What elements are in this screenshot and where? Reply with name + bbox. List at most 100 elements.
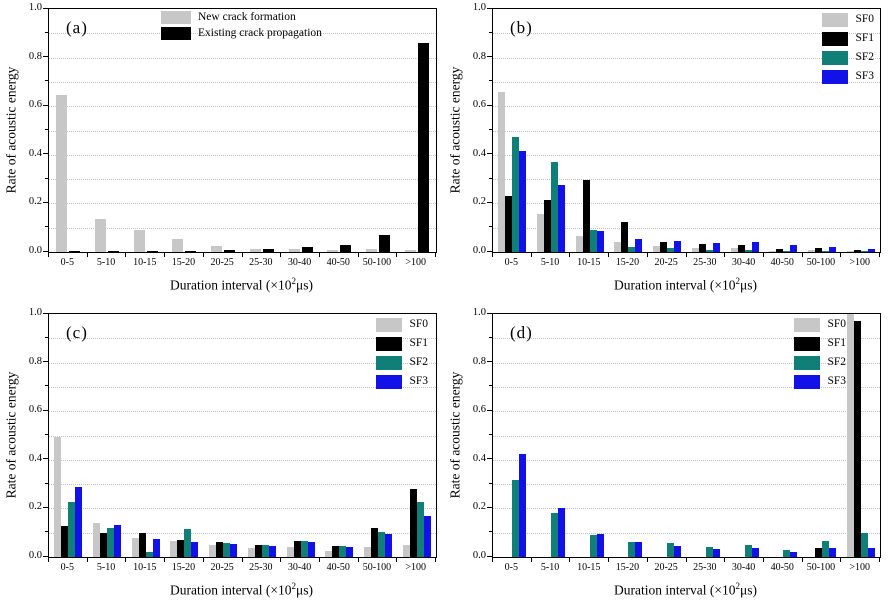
x-tick-label: 10-15 [577, 257, 601, 268]
bar-sf3-20-25 [230, 544, 238, 557]
x-boundary-tick [164, 557, 166, 562]
plot-area: (d) SF0 SF1 SF2 SF3 [492, 313, 881, 558]
x-boundary-tick [685, 252, 687, 257]
x-boundary-tick [569, 557, 571, 562]
gridline [49, 130, 436, 132]
bar-sf2-25-30 [705, 547, 713, 557]
bar-sf1-10-15 [138, 533, 146, 557]
panel-label: (b) [510, 18, 533, 37]
legend-label: New crack formation [198, 10, 296, 23]
gridline [493, 484, 880, 486]
bar-sf0-0-5 [54, 437, 62, 557]
bar-sf0-15-20 [170, 541, 178, 557]
y-minor-tick [45, 129, 48, 130]
legend-item: SF1 [822, 32, 874, 46]
bar-new-crack-formation-50-100 [365, 249, 377, 252]
bar-sf0-5-10 [93, 523, 101, 557]
bar-sf2-30-40 [744, 545, 752, 557]
gridline [49, 57, 436, 59]
bar-sf0-50-100 [807, 250, 815, 252]
x-tick-label: 10-15 [577, 562, 601, 573]
y-tick-label: 0.8 [28, 50, 42, 62]
legend-label: SF0 [409, 318, 428, 331]
x-boundary-tick [530, 252, 532, 257]
y-axis-title: Rate of acoustic energy [447, 371, 463, 498]
y-axis-title: Rate of acoustic energy [447, 66, 463, 193]
chart-panel-c: (c) SF0 SF1 SF2 SF3 0.0 0.2 0.4 0.6 0.8 1.0 0-5 5-10… [0, 305, 444, 610]
bar-sf2-15-20 [628, 542, 636, 557]
gridline [49, 154, 436, 156]
x-tick-label: 25-30 [249, 562, 273, 573]
bar-sf2-0-5 [512, 137, 520, 252]
bar-sf3-0-5 [75, 487, 83, 557]
y-major-tick [43, 201, 48, 204]
bar-new-crack-formation-40-50 [327, 250, 339, 252]
bar-existing-crack-propagation-10-15 [146, 251, 158, 252]
y-major-tick [487, 409, 492, 411]
x-boundary-tick [318, 557, 320, 562]
legend-label: SF3 [827, 375, 846, 388]
bar-sf2-50-100 [821, 541, 829, 557]
x-boundary-tick [280, 252, 282, 257]
y-minor-tick [45, 336, 48, 338]
x-tick-label: 25-30 [693, 562, 717, 573]
bar-sf0-15-20 [614, 242, 622, 252]
bar-sf3-5-10 [114, 525, 122, 557]
x-boundary-tick [762, 557, 764, 562]
x-tick-label: 30-40 [731, 562, 756, 573]
y-minor-tick [45, 226, 48, 228]
bar-sf2-50-100 [377, 532, 385, 557]
bar-sf1-15-20 [621, 222, 629, 252]
bar-existing-crack-propagation-0-5 [69, 251, 81, 252]
x-tick-label: 40-50 [770, 257, 794, 268]
bar-new-crack-formation-15-20 [172, 239, 184, 252]
bar-sf3-30-40 [751, 242, 759, 252]
gridline [493, 227, 880, 229]
x-tick-label: 50-100 [362, 257, 392, 268]
legend-item: SF1 [376, 337, 428, 351]
legend-swatch-gray [161, 11, 191, 24]
gridline [49, 106, 436, 108]
bar-sf3-5-10 [558, 185, 566, 252]
y-major-tick [43, 409, 48, 411]
legend-item: SF3 [794, 375, 846, 389]
y-tick-label: 0.8 [28, 355, 42, 367]
x-tick-label: 30-40 [287, 257, 312, 268]
y-minor-tick [489, 80, 492, 82]
x-tick-label: 10-15 [133, 562, 157, 573]
x-tick-label: 40-50 [770, 562, 794, 573]
bar-sf1-50-100 [814, 248, 822, 252]
bar-sf3-0-5 [519, 151, 527, 252]
bar-new-crack-formation-5-10 [95, 219, 107, 252]
legend-swatch-blue [822, 70, 849, 84]
y-tick-label: 0.4 [28, 452, 42, 464]
bar-sf0-20-25 [209, 545, 217, 557]
bar-sf3-15-20 [635, 239, 643, 252]
legend: SF0 SF1 SF2 SF3 [822, 13, 874, 89]
bar-sf1-0-5 [61, 526, 69, 557]
legend-item: SF0 [794, 318, 846, 332]
x-boundary-tick [280, 557, 282, 562]
bar-sf3-10-15 [152, 539, 160, 557]
y-major-tick [487, 458, 492, 460]
x-boundary-tick [164, 252, 166, 257]
x-tick-label: 20-25 [654, 562, 678, 573]
bar-existing-crack-propagation-30-40 [301, 247, 313, 252]
x-boundary-tick [86, 557, 88, 562]
legend-swatch-black [161, 27, 191, 40]
bar-new-crack-formation-25-30 [249, 249, 261, 252]
x-tick-label: >100 [405, 257, 426, 268]
gridline [49, 386, 436, 388]
y-minor-tick [45, 482, 48, 484]
gridline [493, 459, 880, 461]
legend-label: SF1 [855, 32, 874, 45]
y-minor-tick [489, 434, 492, 435]
y-tick-label: 0.6 [472, 99, 486, 111]
y-tick-label: 0.0 [28, 245, 42, 256]
chart-panel-a: (a) New crack formation Existing crack pro… [0, 0, 444, 305]
bar-sf2->100 [860, 533, 868, 557]
gridline [493, 532, 880, 534]
x-tick-label: 20-25 [654, 257, 678, 268]
x-boundary-tick [879, 557, 880, 562]
bar-sf2-0-5 [68, 502, 76, 557]
